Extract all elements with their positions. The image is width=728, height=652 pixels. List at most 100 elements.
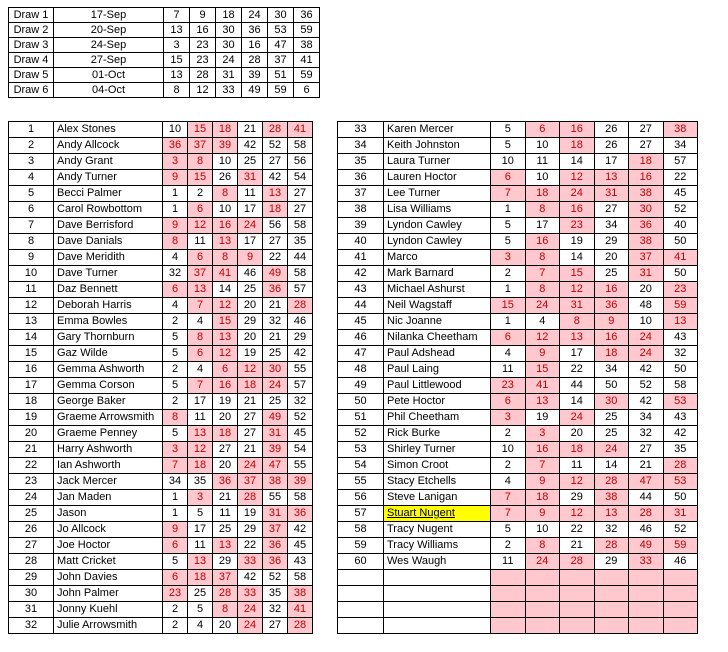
player-number-cell[interactable]: 12 [187, 441, 213, 458]
player-number-cell[interactable]: 35 [262, 585, 288, 602]
player-number-cell[interactable]: 29 [559, 489, 595, 506]
player-rank-cell[interactable]: 16 [8, 361, 54, 378]
player-rank-cell[interactable]: 53 [337, 441, 384, 458]
player-number-cell[interactable]: 15 [187, 169, 213, 186]
player-number-cell[interactable]: 29 [237, 313, 263, 330]
player-number-cell[interactable]: 29 [212, 553, 238, 570]
player-name-cell[interactable]: Daz Bennett [53, 281, 163, 298]
empty-number-cell[interactable] [524, 569, 560, 586]
player-number-cell[interactable]: 6 [524, 121, 560, 138]
player-number-cell[interactable]: 24 [237, 617, 263, 634]
player-number-cell[interactable]: 9 [237, 249, 263, 266]
player-number-cell[interactable]: 33 [628, 553, 664, 570]
player-number-cell[interactable]: 58 [287, 265, 313, 282]
player-number-cell[interactable]: 16 [593, 281, 629, 298]
player-number-cell[interactable]: 25 [262, 393, 288, 410]
player-rank-cell[interactable]: 3 [8, 153, 54, 170]
draw-number-cell[interactable]: 12 [189, 82, 216, 98]
player-name-cell[interactable]: Mark Barnard [383, 265, 491, 282]
player-rank-cell[interactable]: 7 [8, 217, 54, 234]
player-rank-cell[interactable]: 28 [8, 553, 54, 570]
draw-number-cell[interactable]: 13 [163, 67, 190, 83]
player-number-cell[interactable]: 23 [662, 281, 698, 298]
player-number-cell[interactable]: 28 [262, 121, 288, 138]
player-number-cell[interactable]: 10 [628, 313, 664, 330]
player-number-cell[interactable]: 17 [187, 393, 213, 410]
draw-number-cell[interactable]: 33 [215, 82, 242, 98]
player-rank-cell[interactable]: 34 [337, 137, 384, 154]
player-number-cell[interactable]: 50 [662, 265, 698, 282]
player-number-cell[interactable]: 2 [162, 617, 188, 634]
draw-date-cell[interactable]: 01-Oct [53, 67, 164, 83]
player-name-cell[interactable]: Pete Hoctor [383, 393, 491, 410]
empty-number-cell[interactable] [559, 569, 595, 586]
draw-number-cell[interactable]: 23 [189, 52, 216, 68]
player-number-cell[interactable]: 1 [490, 201, 526, 218]
player-number-cell[interactable]: 23 [559, 217, 595, 234]
player-number-cell[interactable]: 5 [187, 505, 213, 522]
player-rank-cell[interactable]: 9 [8, 249, 54, 266]
player-name-cell[interactable]: Paul Adshead [383, 345, 491, 362]
player-number-cell[interactable]: 9 [162, 217, 188, 234]
player-number-cell[interactable]: 18 [262, 201, 288, 218]
player-number-cell[interactable]: 44 [287, 249, 313, 266]
player-number-cell[interactable]: 7 [490, 185, 526, 202]
player-rank-cell[interactable]: 5 [8, 185, 54, 202]
player-number-cell[interactable]: 13 [593, 169, 629, 186]
player-number-cell[interactable]: 28 [559, 553, 595, 570]
player-number-cell[interactable]: 43 [662, 409, 698, 426]
player-number-cell[interactable]: 4 [187, 617, 213, 634]
player-number-cell[interactable]: 31 [237, 169, 263, 186]
player-rank-cell[interactable]: 44 [337, 297, 384, 314]
empty-number-cell[interactable] [490, 617, 526, 634]
player-rank-cell[interactable]: 36 [337, 169, 384, 186]
player-rank-cell[interactable]: 6 [8, 201, 54, 218]
player-number-cell[interactable]: 30 [262, 361, 288, 378]
empty-number-cell[interactable] [559, 585, 595, 602]
player-number-cell[interactable]: 19 [559, 233, 595, 250]
player-number-cell[interactable]: 2 [490, 537, 526, 554]
player-number-cell[interactable]: 17 [559, 345, 595, 362]
player-number-cell[interactable]: 20 [212, 617, 238, 634]
player-number-cell[interactable]: 9 [524, 505, 560, 522]
player-number-cell[interactable]: 8 [524, 201, 560, 218]
player-number-cell[interactable]: 5 [490, 137, 526, 154]
draw-label-cell[interactable]: Draw 4 [8, 52, 54, 68]
draw-number-cell[interactable]: 15 [163, 52, 190, 68]
player-number-cell[interactable]: 15 [490, 297, 526, 314]
player-number-cell[interactable]: 18 [524, 185, 560, 202]
player-number-cell[interactable]: 27 [593, 201, 629, 218]
player-number-cell[interactable]: 31 [593, 185, 629, 202]
player-number-cell[interactable]: 18 [187, 569, 213, 586]
player-number-cell[interactable]: 24 [237, 457, 263, 474]
player-number-cell[interactable]: 48 [628, 297, 664, 314]
draw-number-cell[interactable]: 36 [293, 7, 320, 23]
player-number-cell[interactable]: 37 [212, 569, 238, 586]
player-number-cell[interactable]: 17 [593, 153, 629, 170]
player-number-cell[interactable]: 12 [559, 169, 595, 186]
player-number-cell[interactable]: 24 [524, 297, 560, 314]
player-rank-cell[interactable]: 51 [337, 409, 384, 426]
player-rank-cell[interactable]: 32 [8, 617, 54, 634]
player-number-cell[interactable]: 34 [593, 361, 629, 378]
player-number-cell[interactable]: 6 [490, 393, 526, 410]
player-number-cell[interactable]: 42 [237, 569, 263, 586]
player-name-cell[interactable]: Dave Turner [53, 265, 163, 282]
player-number-cell[interactable]: 7 [162, 457, 188, 474]
player-number-cell[interactable]: 10 [524, 521, 560, 538]
player-number-cell[interactable]: 41 [287, 601, 313, 618]
player-number-cell[interactable]: 56 [287, 153, 313, 170]
player-number-cell[interactable]: 20 [212, 409, 238, 426]
player-rank-cell[interactable]: 48 [337, 361, 384, 378]
player-number-cell[interactable]: 3 [490, 249, 526, 266]
player-number-cell[interactable]: 25 [187, 585, 213, 602]
player-number-cell[interactable]: 10 [490, 153, 526, 170]
player-number-cell[interactable]: 17 [237, 201, 263, 218]
player-number-cell[interactable]: 36 [628, 217, 664, 234]
player-number-cell[interactable]: 31 [628, 265, 664, 282]
player-number-cell[interactable]: 7 [187, 377, 213, 394]
player-number-cell[interactable]: 1 [162, 505, 188, 522]
player-number-cell[interactable]: 1 [490, 313, 526, 330]
player-number-cell[interactable]: 16 [212, 217, 238, 234]
player-rank-cell[interactable]: 21 [8, 441, 54, 458]
